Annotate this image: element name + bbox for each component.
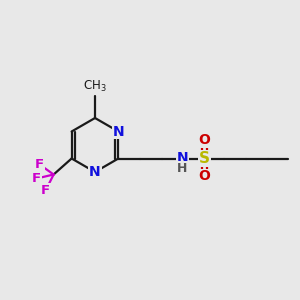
Text: H: H bbox=[177, 162, 188, 175]
Text: N: N bbox=[177, 152, 188, 166]
Text: F: F bbox=[41, 184, 50, 197]
Text: O: O bbox=[198, 169, 210, 184]
Text: F: F bbox=[35, 158, 44, 171]
Text: N: N bbox=[112, 124, 124, 139]
Text: O: O bbox=[198, 134, 210, 148]
Text: F: F bbox=[32, 172, 41, 185]
Text: S: S bbox=[199, 151, 210, 166]
Text: N: N bbox=[89, 165, 101, 179]
Text: CH$_3$: CH$_3$ bbox=[83, 79, 107, 94]
